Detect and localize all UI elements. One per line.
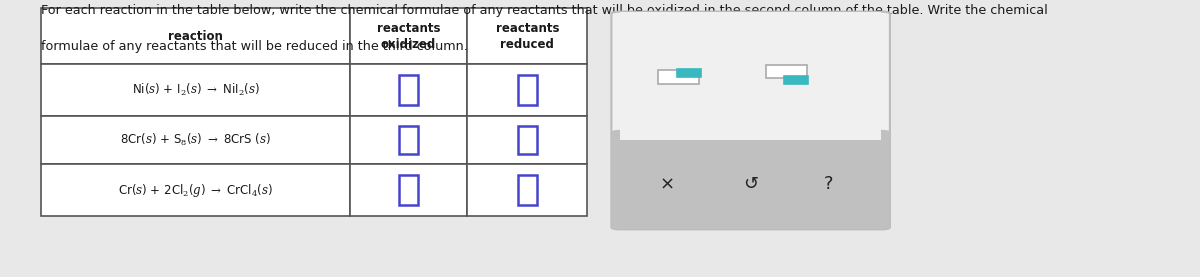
Bar xyxy=(766,65,808,78)
Text: Ni($s$) + I$_2$($s$) $\rightarrow$ NiI$_2$($s$): Ni($s$) + I$_2$($s$) $\rightarrow$ NiI$_… xyxy=(132,82,259,98)
Text: ?: ? xyxy=(824,175,834,193)
Text: formulae of any reactants that will be reduced in the third column.: formulae of any reactants that will be r… xyxy=(41,40,468,53)
Text: ↺: ↺ xyxy=(743,175,758,193)
Bar xyxy=(41,116,350,164)
Bar xyxy=(620,12,881,140)
Bar xyxy=(350,164,467,216)
Text: reaction: reaction xyxy=(168,30,223,43)
Text: 8Cr($s$) + S$_8$($s$) $\rightarrow$ 8CrS ($s$): 8Cr($s$) + S$_8$($s$) $\rightarrow$ 8CrS… xyxy=(120,132,271,148)
Bar xyxy=(467,8,588,65)
Bar xyxy=(41,65,350,116)
Bar xyxy=(398,75,419,106)
Bar xyxy=(41,164,350,216)
Bar xyxy=(467,164,588,216)
Bar xyxy=(517,175,538,205)
Bar xyxy=(398,126,419,154)
Bar xyxy=(350,8,467,65)
Bar xyxy=(677,69,701,77)
Text: reactants
reduced: reactants reduced xyxy=(496,22,559,51)
Bar xyxy=(350,65,467,116)
Bar xyxy=(41,8,350,65)
FancyBboxPatch shape xyxy=(612,130,890,229)
Bar xyxy=(517,75,538,106)
Text: Cr($s$) + 2Cl$_2$($g$) $\rightarrow$ CrCl$_4$($s$): Cr($s$) + 2Cl$_2$($g$) $\rightarrow$ CrC… xyxy=(118,182,274,199)
Bar xyxy=(658,70,700,84)
Bar xyxy=(398,175,419,205)
Bar xyxy=(785,76,809,84)
Text: For each reaction in the table below, write the chemical formulae of any reactan: For each reaction in the table below, wr… xyxy=(41,4,1048,17)
Bar xyxy=(467,65,588,116)
Bar xyxy=(620,138,881,227)
Bar xyxy=(350,116,467,164)
Bar xyxy=(467,116,588,164)
Text: ×: × xyxy=(660,175,674,193)
Text: reactants
oxidized: reactants oxidized xyxy=(377,22,440,51)
Bar xyxy=(517,126,538,154)
FancyBboxPatch shape xyxy=(612,12,890,229)
